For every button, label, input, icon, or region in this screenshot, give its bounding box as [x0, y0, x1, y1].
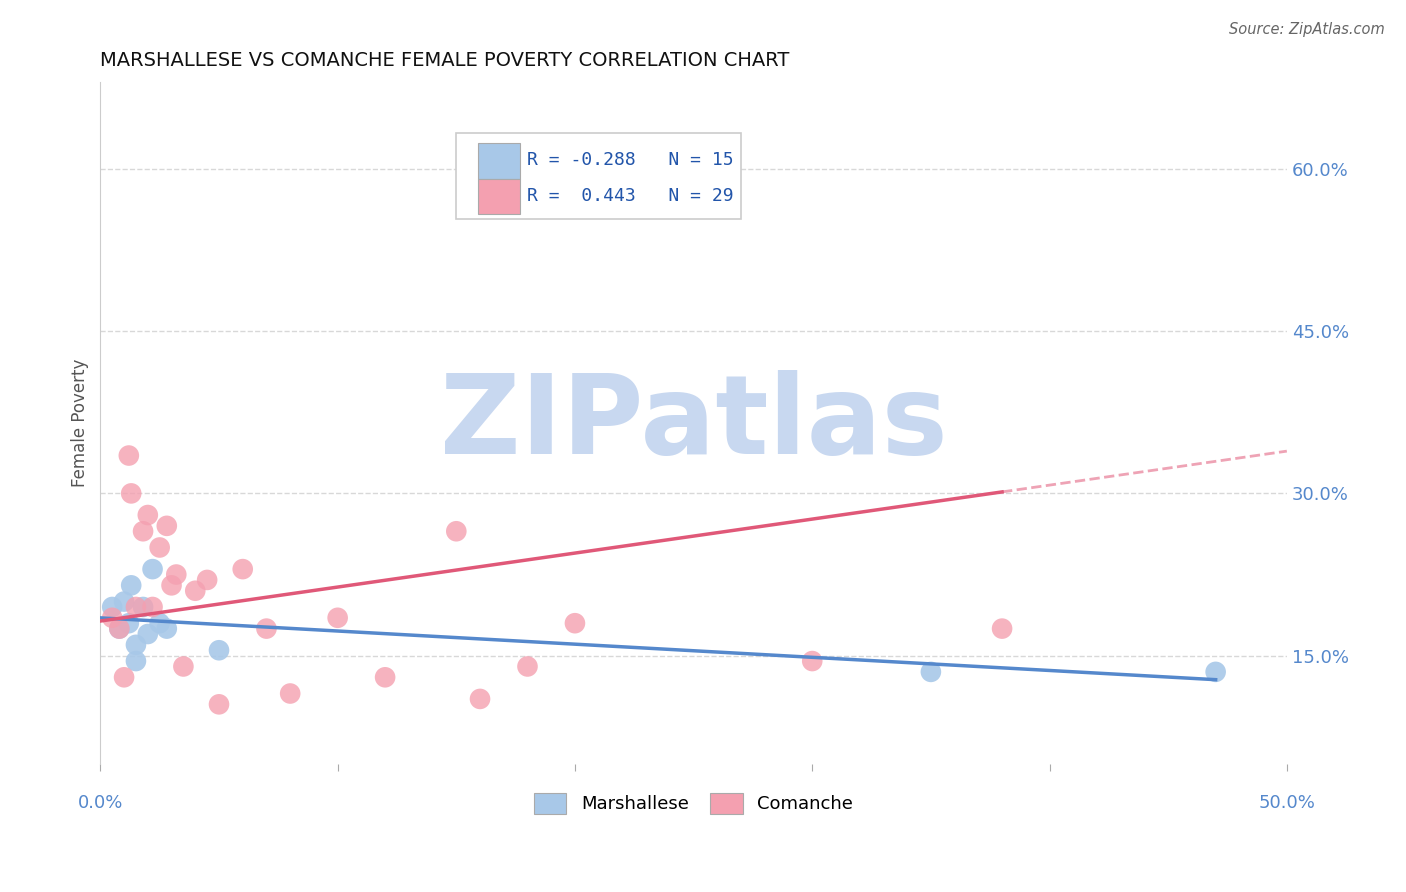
- Point: [120, 486, 142, 500]
- Point: [256, 622, 278, 636]
- Text: 50.0%: 50.0%: [1258, 795, 1315, 813]
- Point: [101, 599, 124, 614]
- FancyBboxPatch shape: [478, 178, 520, 214]
- Point: [208, 698, 231, 712]
- Point: [326, 611, 349, 625]
- Point: [1205, 665, 1227, 679]
- Point: [920, 665, 942, 679]
- Point: [208, 643, 231, 657]
- FancyBboxPatch shape: [457, 134, 741, 219]
- Text: R =  0.443   N = 29: R = 0.443 N = 29: [527, 186, 734, 204]
- Point: [801, 654, 824, 668]
- Point: [195, 573, 218, 587]
- Point: [136, 508, 159, 522]
- Text: Source: ZipAtlas.com: Source: ZipAtlas.com: [1229, 22, 1385, 37]
- Point: [108, 622, 131, 636]
- Point: [516, 659, 538, 673]
- Point: [278, 686, 301, 700]
- Point: [468, 692, 491, 706]
- Point: [374, 670, 396, 684]
- Point: [564, 616, 586, 631]
- Point: [132, 599, 155, 614]
- Point: [232, 562, 254, 576]
- Point: [142, 562, 165, 576]
- Point: [165, 567, 187, 582]
- Point: [125, 654, 148, 668]
- FancyBboxPatch shape: [478, 144, 520, 178]
- Text: ZIPatlas: ZIPatlas: [440, 369, 948, 476]
- Point: [156, 622, 179, 636]
- Point: [149, 616, 172, 631]
- Point: [991, 622, 1014, 636]
- Y-axis label: Female Poverty: Female Poverty: [72, 359, 89, 487]
- Point: [118, 449, 141, 463]
- Point: [184, 583, 207, 598]
- Point: [142, 599, 165, 614]
- Point: [132, 524, 155, 539]
- Point: [101, 611, 124, 625]
- Point: [118, 616, 141, 631]
- Point: [156, 519, 179, 533]
- Point: [172, 659, 194, 673]
- Point: [108, 622, 131, 636]
- Point: [149, 541, 172, 555]
- Point: [136, 627, 159, 641]
- Legend: Marshallese, Comanche: Marshallese, Comanche: [524, 784, 862, 823]
- Point: [446, 524, 468, 539]
- Point: [125, 599, 148, 614]
- Point: [112, 670, 135, 684]
- Point: [112, 594, 135, 608]
- Text: R = -0.288   N = 15: R = -0.288 N = 15: [527, 152, 734, 169]
- Text: 0.0%: 0.0%: [77, 795, 124, 813]
- Point: [125, 638, 148, 652]
- Point: [120, 578, 142, 592]
- Point: [160, 578, 183, 592]
- Text: MARSHALLESE VS COMANCHE FEMALE POVERTY CORRELATION CHART: MARSHALLESE VS COMANCHE FEMALE POVERTY C…: [100, 51, 790, 70]
